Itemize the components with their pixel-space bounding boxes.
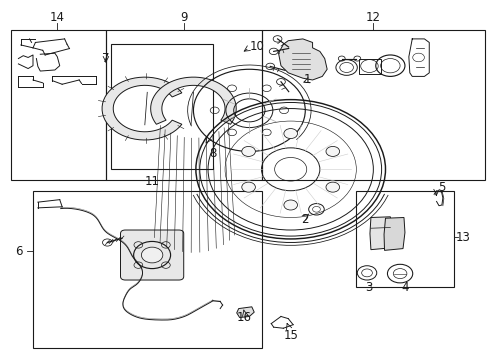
Text: 10: 10 [249,40,264,53]
Text: 12: 12 [365,11,380,24]
Bar [356,191,453,287]
Bar [33,191,261,348]
Text: 11: 11 [144,175,159,188]
Polygon shape [369,217,390,249]
Text: 7: 7 [102,52,109,65]
Circle shape [241,182,255,192]
Polygon shape [150,77,236,124]
Text: 6: 6 [15,245,22,258]
Text: 3: 3 [364,281,371,294]
Text: 2: 2 [301,213,308,226]
Circle shape [284,129,297,139]
Text: 14: 14 [50,11,65,24]
Bar [358,59,380,73]
Text: 5: 5 [437,181,444,194]
Circle shape [325,147,339,157]
Text: 1: 1 [304,73,311,86]
Circle shape [284,200,297,210]
Polygon shape [383,217,404,250]
Circle shape [141,247,163,263]
Polygon shape [102,77,182,140]
Text: 4: 4 [400,281,408,294]
Circle shape [241,147,255,157]
Circle shape [325,182,339,192]
Bar [261,30,484,180]
Text: 16: 16 [237,311,251,324]
Bar [11,30,106,180]
Polygon shape [236,307,254,318]
Text: 8: 8 [209,147,216,160]
FancyBboxPatch shape [120,230,183,280]
Polygon shape [278,39,326,80]
Text: 9: 9 [180,11,187,24]
Text: 15: 15 [283,329,298,342]
Text: 13: 13 [455,231,470,244]
Bar [106,30,261,180]
Bar [111,44,212,169]
